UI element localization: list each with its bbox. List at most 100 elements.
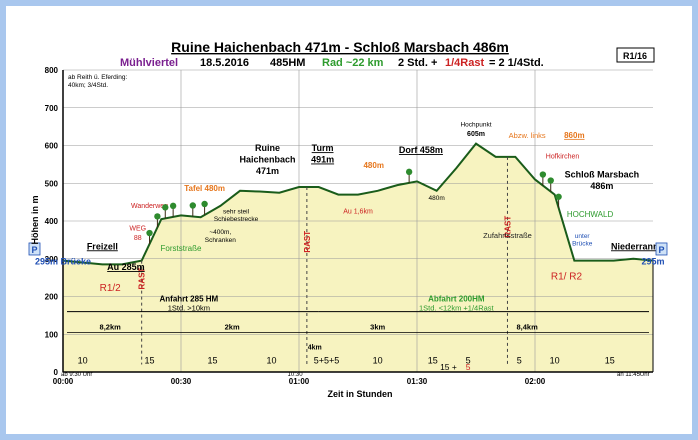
four-km-label: 4km [308, 344, 322, 351]
annotation-label: Haichenbach [240, 154, 296, 164]
anfahrt-sub: 1Std. >10km [168, 304, 210, 313]
annotation-label: 605m [467, 131, 485, 138]
segment-minutes-label: 10 [373, 356, 383, 366]
annotation-label: Abzw. links [509, 131, 546, 140]
parking-end-badge-box [655, 242, 668, 256]
annotation-label: Au 285m [107, 262, 145, 272]
start-time-label: ab 9:30 Uhr [61, 372, 92, 378]
annotation-label: ~400m, [209, 229, 231, 236]
tree-icon [539, 171, 547, 178]
annotation-label: 480m [429, 195, 445, 202]
header-region: Mühlviertel [120, 57, 178, 69]
profile-area [63, 143, 653, 372]
badge-label: R1/16 [623, 51, 647, 61]
annotation-label: sehr steil [223, 208, 250, 215]
abfahrt-label: Abfahrt 200HM [428, 295, 485, 304]
annotation-label: Niederranna [611, 241, 665, 251]
annotation-label: 486m [590, 181, 613, 191]
annotation-label: Turm [312, 143, 334, 153]
fifteen-red-label: 5 [466, 362, 471, 372]
segment-minutes-label: 10 [266, 356, 276, 366]
annotation-label: Au 1,6km [343, 208, 373, 215]
segment-minutes-label: 10 [550, 356, 560, 366]
y-tick-label: 500 [45, 179, 59, 188]
badge-box [616, 47, 655, 63]
annotation-label: 471m [256, 166, 279, 176]
annotation-label: R1/2 [100, 283, 122, 294]
annotation-label: Dorf 458m [399, 145, 443, 155]
chart-title: Ruine Haichenbach 471m - Schloß Marsbach… [171, 39, 509, 55]
abfahrt-sub: 1Std. <12km +1/4Rast [419, 304, 495, 313]
segment-minutes-label: 15 [207, 356, 217, 366]
x-tick-label: 02:00 [525, 377, 546, 386]
profile-line [62, 142, 654, 266]
annotation-label: R1/ R2 [551, 272, 583, 283]
tree-icon [405, 168, 413, 176]
annotation-label: 480m [363, 161, 383, 170]
x-tick-label: 00:00 [53, 377, 74, 386]
annotation-label: 295m [641, 256, 664, 266]
header-hm: 485HM [270, 57, 305, 69]
rast-label: RAST [138, 268, 147, 290]
distance-label: 3km [370, 322, 385, 331]
header-time-a: 2 Std. + [398, 57, 437, 69]
tree-icon [201, 200, 208, 208]
segment-minutes-label: 15 [605, 356, 615, 366]
annotation-label: unter [575, 233, 591, 240]
parking-start-badge: P [31, 245, 37, 255]
annotation-label: 88 [134, 235, 142, 242]
annotation-label: Brücke [572, 241, 593, 248]
distance-label: 8,4km [516, 322, 538, 331]
annotation-label: Freizell [87, 241, 118, 251]
tree-icon [146, 229, 153, 237]
start-note-line-1: ab Reith ü. Eferding: [68, 74, 127, 81]
tree-icon [154, 213, 161, 220]
rast-label: RAST [303, 231, 312, 253]
segment-minutes-label: 15 [428, 356, 438, 366]
x-tick-label: 00:30 [171, 377, 192, 386]
annotation-label: Forststraße [161, 244, 202, 253]
end-time-label: an 11:45Uhr [617, 372, 650, 378]
tree-icon [169, 202, 177, 210]
distance-label: 2km [225, 322, 240, 331]
tree-icon [162, 204, 169, 211]
y-tick-label: 300 [45, 255, 59, 264]
annotation-label: 295m Brücke [35, 256, 91, 266]
annotation-label: Schloß Marsbach [565, 170, 640, 180]
segment-minutes-label: 5 [466, 356, 471, 366]
header-date: 18.5.2016 [200, 57, 249, 69]
annotation-label: Ruine [255, 143, 280, 153]
segment-minutes-label: 5+5+5 [314, 356, 340, 366]
annotation-label: WEG [129, 225, 146, 232]
header-rad: Rad ~22 km [322, 57, 384, 69]
start-note-line-2: 40km; 3/4Std. [68, 82, 108, 89]
distance-label: 8,2km [100, 322, 122, 331]
parking-start-badge-box [28, 242, 41, 256]
y-tick-label: 700 [45, 104, 59, 113]
header-time-b: = 2 1/4Std. [489, 57, 544, 69]
annotation-label: Hochpunkt [460, 122, 491, 129]
annotation-label: Hofkirchen [546, 154, 580, 161]
x-tick-label: 01:30 [407, 377, 428, 386]
segment-minutes-label: 5 [517, 356, 522, 366]
y-tick-label: 600 [45, 142, 59, 151]
annotation-label: Schiebestrecke [214, 216, 259, 223]
y-tick-label: 400 [45, 217, 59, 226]
annotation-label: Wanderweg [131, 203, 168, 210]
rast-label: RAST [503, 216, 512, 238]
annotation-label: Tafel 480m [184, 184, 225, 193]
tree-icon [189, 202, 196, 209]
segment-minutes-label: 10 [78, 356, 88, 366]
annotation-label: 491m [311, 154, 334, 164]
y-axis-label: Höhen in m [30, 196, 40, 245]
x-tick-label: 01:00 [289, 377, 310, 386]
mid-time-label: 10:30 [288, 372, 304, 378]
anfahrt-label: Anfahrt 285 HM [160, 295, 219, 304]
tree-icon [555, 193, 562, 200]
header-time-rast: 1/4Rast [445, 57, 484, 69]
annotation-label: Zufahrtsstraße [483, 231, 532, 240]
x-axis-label: Zeit in Stunden [328, 389, 393, 399]
annotation-label: 860m [564, 131, 584, 140]
annotation-label: Schranken [205, 237, 236, 244]
y-tick-label: 0 [54, 368, 59, 377]
